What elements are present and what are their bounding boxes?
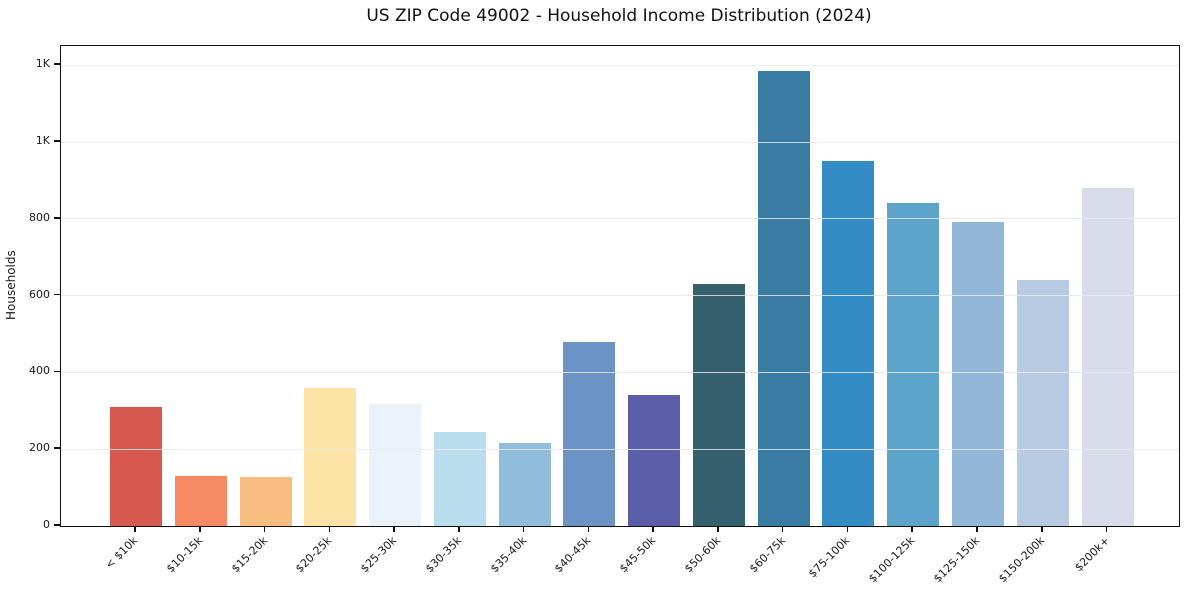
bar-10k [110,406,162,526]
y-tick-label: 400 [29,364,50,378]
x-tick-mark [263,526,266,532]
plot-area [60,45,1180,527]
gridline [61,295,1179,297]
x-tick-mark [911,526,913,532]
y-tick-mark [54,447,60,449]
bar-35-40k [498,442,551,526]
x-tick-mark [134,526,136,532]
bar-20-25k [304,388,357,526]
y-tick-label: 0 [43,518,50,531]
x-tick-label: < $10k [102,534,141,572]
bar-125-150k [952,221,1004,526]
y-tick-label: 600 [29,287,50,301]
bar-30-35k [433,431,486,526]
x-tick-mark [587,526,590,532]
bar-10-15k [174,475,227,526]
bar-150-200k [1016,279,1069,526]
gridline [61,371,1179,373]
bar-45-50k [628,395,681,526]
y-tick-label: 1K [35,57,50,71]
y-tick-mark [54,63,60,65]
x-tick-mark [1041,526,1043,532]
y-tick-mark [54,293,60,296]
x-tick-mark [846,526,849,532]
bar-75-100k [822,161,875,526]
x-tick-mark [717,526,719,532]
x-tick-mark [976,526,978,532]
x-tick-mark [1105,526,1108,532]
y-tick-mark [54,140,60,142]
bar-200k [1081,187,1134,526]
y-tick-mark [54,370,60,373]
bar-50-60k [692,284,745,526]
x-tick-mark [652,526,654,532]
gridline [61,448,1179,450]
chart-title: US ZIP Code 49002 - Household Income Dis… [366,6,872,26]
bar-40-45k [563,341,616,526]
x-tick-mark [328,526,331,532]
bar-25-30k [369,403,422,526]
bar-100-125k [887,202,940,526]
gridline [61,218,1179,220]
y-tick-label: 200 [29,441,50,455]
y-tick-label: 1K [35,134,50,147]
bar-15-20k [239,476,292,526]
y-tick-mark [54,524,60,526]
x-tick-mark [522,526,525,532]
gridline [61,141,1179,143]
y-tick-mark [54,217,60,219]
x-tick-mark [781,526,784,532]
x-tick-mark [458,526,460,532]
bar-60-75k [757,70,810,526]
y-tick-label: 800 [29,210,50,224]
x-tick-mark [199,526,201,532]
gridline [61,64,1179,66]
x-tick-mark [393,526,395,532]
